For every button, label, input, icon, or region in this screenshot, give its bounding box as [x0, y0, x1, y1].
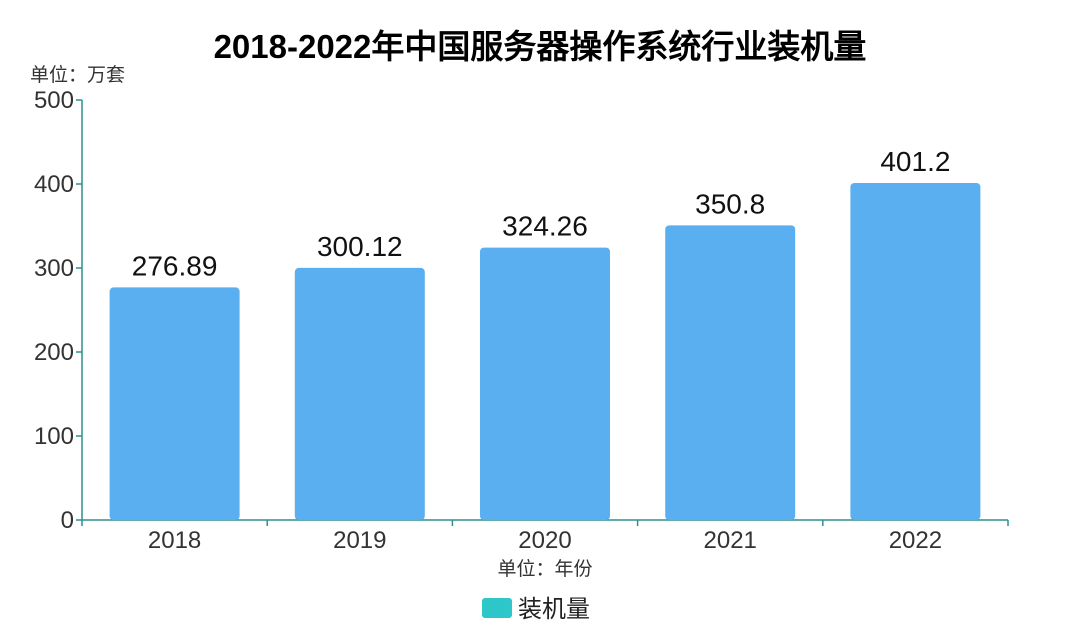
y-tick-label-400: 400	[34, 171, 74, 198]
y-axis-unit-label: 单位：万套	[30, 64, 125, 86]
x-tick-label-2022: 2022	[889, 527, 942, 554]
data-label-2018: 276.89	[132, 250, 218, 281]
plot-area: 0 100 200 300 400 500 276.89 2018 300.12 2019 324.…	[34, 87, 1009, 554]
legend[interactable]: 装机量	[482, 596, 590, 623]
bar-2018	[109, 287, 240, 520]
y-tick-label-300: 300	[34, 255, 74, 282]
bar-2020	[480, 247, 610, 521]
y-tick-label-0: 0	[61, 507, 74, 534]
legend-swatch[interactable]	[482, 598, 512, 618]
y-tick-label-200: 200	[34, 339, 74, 366]
y-tick-label-500: 500	[34, 87, 74, 114]
bar-2019	[294, 267, 425, 520]
legend-label[interactable]: 装机量	[518, 596, 590, 623]
x-axis-unit-label: 单位：年份	[497, 558, 592, 580]
x-tick-label-2020: 2020	[518, 527, 571, 554]
x-tick-label-2018: 2018	[148, 527, 201, 554]
data-label-2020: 324.26	[502, 211, 588, 242]
data-label-2019: 300.12	[317, 231, 403, 262]
x-tick-label-2021: 2021	[704, 527, 757, 554]
bar-2021	[665, 225, 796, 520]
bar-2022	[850, 182, 981, 520]
y-tick-label-100: 100	[34, 423, 74, 450]
data-label-2021: 350.8	[695, 188, 765, 219]
data-label-2022: 401.2	[880, 146, 950, 177]
chart-title: 2018-2022年中国服务器操作系统行业装机量	[214, 28, 867, 65]
x-tick-label-2019: 2019	[333, 527, 386, 554]
